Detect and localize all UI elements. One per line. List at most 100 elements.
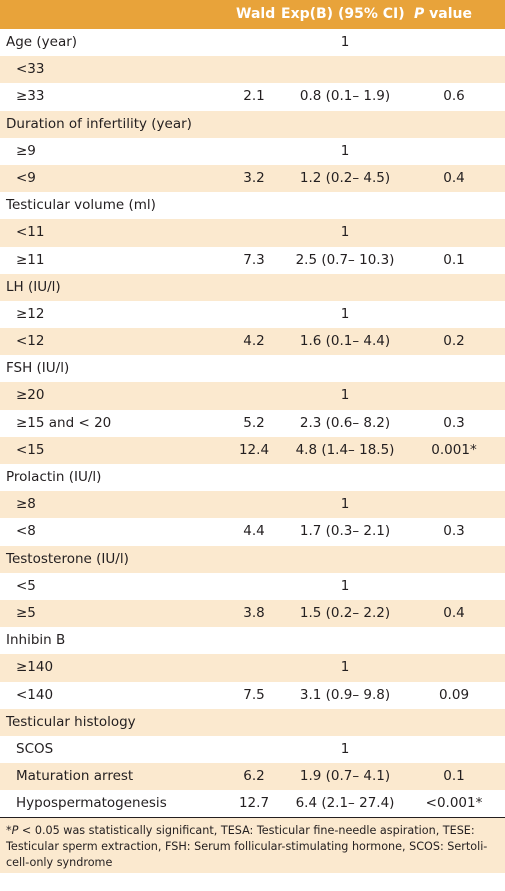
row-label: ≥8 (16, 496, 36, 513)
footnote-text: < 0.05 was statistically significant, TE… (6, 824, 488, 870)
row-label: Inhibin B (6, 632, 66, 649)
table-row: ≥15 and < 20 5.2 2.3 (0.6– 8.2) 0.3 (0, 410, 505, 437)
wald-cell: 7.3 (243, 251, 265, 268)
p-value-cell: 0.1 (443, 768, 465, 785)
exp-b-cell: 4.8 (1.4– 18.5) (295, 441, 395, 458)
exp-b-cell: 1 (340, 740, 350, 757)
row-label: <8 (16, 523, 36, 540)
table-row: FSH (IU/l) (0, 355, 505, 382)
wald-cell: 3.2 (243, 169, 265, 186)
row-label: Testicular histology (6, 713, 136, 730)
table-row: Testosterone (IU/l) (0, 545, 505, 573)
table-row: <12 4.2 1.6 (0.1– 4.4) 0.2 (0, 328, 505, 356)
table-row: ≥9 1 (0, 138, 505, 165)
table-row: SCOS 1 (0, 736, 505, 763)
row-label: ≥33 (16, 88, 45, 105)
exp-b-cell: 1.6 (0.1– 4.4) (299, 333, 391, 350)
wald-cell: 7.5 (243, 686, 265, 703)
exp-b-cell: 1.5 (0.2– 2.2) (299, 604, 391, 621)
exp-b-cell: 1.2 (0.2– 4.5) (299, 169, 391, 186)
row-label: <5 (16, 577, 36, 594)
row-label: LH (IU/l) (6, 278, 61, 295)
table-row: Maturation arrest 6.2 1.9 (0.7– 4.1) 0.1 (0, 763, 505, 791)
table-body: Age (year) 1 <33 ≥33 2.1 0.8 (0.1– 1.9) 0.6 Dur… (0, 29, 505, 817)
table-row: Testicular histology (0, 708, 505, 736)
table-row: Testicular volume (ml) (0, 192, 505, 219)
wald-cell: 5.2 (243, 414, 265, 431)
column-header-p-value: P value (414, 6, 472, 22)
table-row: LH (IU/l) (0, 273, 505, 301)
row-label: Testosterone (IU/l) (6, 550, 129, 567)
table-row: <33 (0, 56, 505, 84)
wald-cell: 3.8 (243, 604, 265, 621)
table-row: <11 1 (0, 219, 505, 247)
table-row: ≥12 1 (0, 301, 505, 328)
row-label: <9 (16, 169, 36, 186)
exp-b-cell: 1.9 (0.7– 4.1) (299, 768, 391, 785)
row-label: Prolactin (IU/l) (6, 469, 102, 485)
table-row: ≥140 1 (0, 654, 505, 682)
exp-b-cell: 2.5 (0.7– 10.3) (295, 251, 395, 268)
p-value-cell: 0.2 (443, 333, 465, 350)
p-value-cell: 0.1 (443, 251, 465, 268)
row-label: Hypospermatogenesis (16, 795, 167, 812)
footnote-asterisk: * (6, 824, 12, 838)
exp-b-cell: 0.8 (0.1– 1.9) (299, 88, 391, 105)
row-label: <15 (16, 441, 45, 458)
wald-cell: 4.2 (243, 333, 265, 350)
p-value-rest: value (424, 6, 472, 22)
p-value-cell: 0.3 (443, 523, 465, 540)
exp-b-cell: 1 (340, 224, 350, 241)
table-row: <8 4.4 1.7 (0.3– 2.1) 0.3 (0, 518, 505, 545)
wald-cell: 6.2 (243, 768, 265, 785)
column-header-wald: Wald (236, 6, 276, 22)
exp-b-cell: 1.7 (0.3– 2.1) (299, 523, 391, 540)
exp-b-cell: 1 (340, 305, 350, 322)
row-label: ≥15 and < 20 (16, 414, 112, 431)
table-footnote: *P < 0.05 was statistically significant,… (0, 817, 505, 874)
row-label: <11 (16, 224, 45, 241)
p-value-cell: 0.4 (443, 604, 465, 621)
table-row: <140 7.5 3.1 (0.9– 9.8) 0.09 (0, 682, 505, 709)
exp-b-cell: 2.3 (0.6– 8.2) (299, 414, 391, 431)
table-row: Prolactin (IU/l) (0, 464, 505, 491)
row-label: Duration of infertility (year) (6, 115, 192, 132)
exp-b-cell: 1 (340, 387, 350, 404)
table-row: ≥8 1 (0, 491, 505, 519)
table-row: ≥5 3.8 1.5 (0.2– 2.2) 0.4 (0, 599, 505, 628)
table-row: ≥20 1 (0, 382, 505, 410)
row-label: ≥20 (16, 387, 45, 404)
row-label: <33 (16, 61, 45, 78)
wald-cell: 12.7 (238, 795, 270, 812)
p-value-cell: <0.001* (425, 795, 483, 812)
table-row: ≥11 7.3 2.5 (0.7– 10.3) 0.1 (0, 247, 505, 274)
table-row: <9 3.2 1.2 (0.2– 4.5) 0.4 (0, 164, 505, 193)
table-row: <15 12.4 4.8 (1.4– 18.5) 0.001* (0, 436, 505, 464)
row-label: ≥11 (16, 251, 45, 268)
row-label: Maturation arrest (16, 768, 134, 785)
exp-b-cell: 1 (340, 659, 350, 676)
wald-cell: 2.1 (243, 88, 265, 105)
exp-b-cell: 1 (340, 496, 350, 513)
p-value-cell: 0.001* (431, 441, 477, 458)
table-row: ≥33 2.1 0.8 (0.1– 1.9) 0.6 (0, 83, 505, 110)
wald-cell: 12.4 (238, 441, 270, 458)
column-header-exp-b: Exp(B) (95% CI) (281, 6, 405, 22)
table-row: Duration of infertility (year) (0, 110, 505, 138)
row-label: ≥9 (16, 142, 36, 159)
exp-b-cell: 6.4 (2.1– 27.4) (295, 795, 395, 812)
p-value-cell: 0.4 (443, 169, 465, 186)
row-label: SCOS (16, 740, 54, 757)
table-row: Age (year) 1 (0, 29, 505, 56)
p-italic: P (414, 6, 425, 22)
row-label: Age (year) (6, 34, 78, 50)
row-label: ≥140 (16, 659, 54, 676)
row-label: <12 (16, 333, 45, 350)
exp-b-cell: 1 (340, 577, 350, 594)
row-label: ≥5 (16, 604, 36, 621)
table-row: <5 1 (0, 573, 505, 600)
p-value-cell: 0.09 (438, 686, 470, 703)
wald-cell: 4.4 (243, 523, 265, 540)
footnote-p-italic: P (11, 824, 19, 838)
table-row: Hypospermatogenesis 12.7 6.4 (2.1– 27.4) <0… (0, 790, 505, 817)
